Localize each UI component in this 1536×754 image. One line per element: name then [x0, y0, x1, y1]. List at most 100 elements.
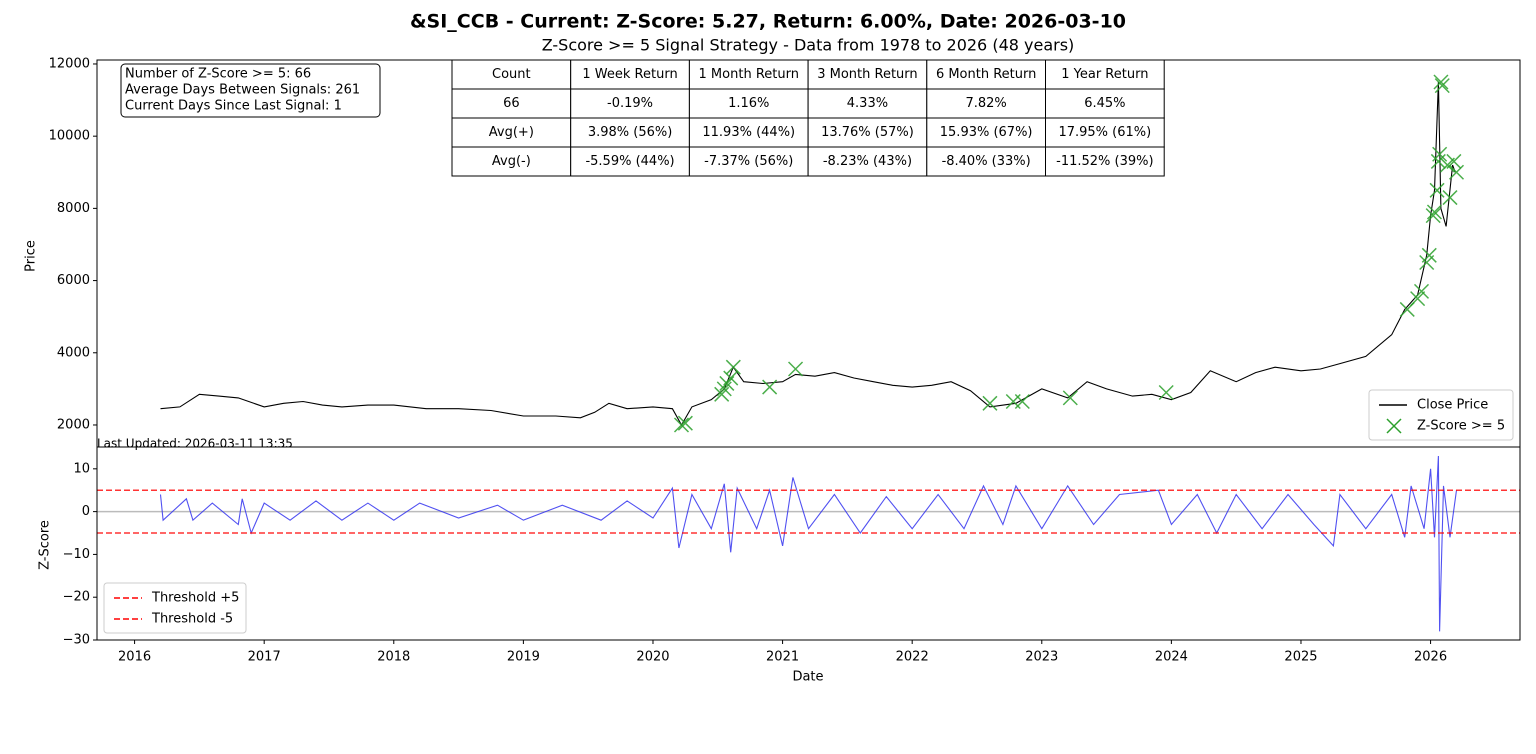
table-cell	[451, 117, 572, 148]
annotation-box	[120, 63, 381, 118]
table-text: 3 Month Return	[817, 67, 917, 82]
x-tick-label: 2017	[248, 650, 281, 665]
table-text: 3.98% (56%)	[588, 125, 672, 140]
legend-label: Threshold -5	[151, 612, 233, 627]
table-cell	[1045, 117, 1165, 148]
table-text: 6.45%	[1084, 96, 1125, 111]
table-cell	[451, 59, 572, 90]
signal-marker	[1062, 390, 1078, 406]
table-cell	[688, 88, 809, 119]
chart-title: &SI_CCB - Current: Z-Score: 5.27, Return…	[410, 11, 1126, 33]
line	[160, 81, 1456, 427]
table-text: -7.37% (56%)	[704, 154, 793, 169]
y-tick-label: −10	[63, 547, 90, 562]
table-text: 15.93% (67%)	[940, 125, 1033, 140]
signal-marker	[1433, 74, 1449, 90]
signal-marker	[725, 359, 741, 375]
x-tick-label: 2022	[896, 650, 929, 665]
table-cell	[570, 59, 690, 90]
y-tick-label: −30	[63, 633, 90, 648]
signal-marker	[1426, 204, 1442, 220]
signal-marker	[1413, 283, 1430, 299]
table-cell	[451, 146, 572, 177]
signal-marker	[1446, 153, 1462, 169]
table-text: Avg(+)	[489, 125, 534, 140]
table-text: 11.93% (44%)	[702, 125, 795, 140]
signal-marker	[1432, 146, 1448, 162]
table-text: Count	[492, 67, 531, 82]
table-text: 66	[503, 96, 520, 111]
signal-marker	[1434, 78, 1450, 94]
legend-label: Close Price	[1417, 398, 1488, 413]
table-text: 1.16%	[728, 96, 769, 111]
table-cell	[807, 117, 928, 148]
annotation-line: Current Days Since Last Signal: 1	[125, 99, 342, 114]
table-cell	[1045, 146, 1165, 177]
y-tick-label: 10	[73, 461, 90, 476]
y-axis-label: Z-Score	[38, 520, 53, 570]
x-tick-label: 2019	[507, 650, 540, 665]
x-tick-label: 2021	[766, 650, 799, 665]
footnote: Last Updated: 2026-03-11 13:35	[97, 437, 293, 451]
y-tick-label: 10000	[49, 129, 90, 144]
x-tick-label: 2020	[636, 650, 669, 665]
y-tick-label: 12000	[49, 56, 90, 71]
x-tick-label: 2025	[1284, 650, 1317, 665]
signal-marker	[673, 417, 690, 433]
x-axis-label: Date	[792, 670, 823, 685]
plot-area	[160, 74, 1465, 433]
y-tick-label: 6000	[57, 273, 90, 288]
axes-frame	[96, 446, 1521, 641]
table-text: -11.52% (39%)	[1056, 154, 1153, 169]
table-text: -5.59% (44%)	[585, 154, 674, 169]
table-cell	[926, 117, 1046, 148]
table-cell	[926, 146, 1046, 177]
y-tick-label: 4000	[57, 345, 90, 360]
y-tick-label: 2000	[57, 417, 90, 432]
table-cell	[688, 59, 809, 90]
signal-marker	[1425, 208, 1441, 224]
signal-marker	[1448, 164, 1465, 180]
signal-marker	[677, 415, 693, 431]
signal-marker	[716, 381, 732, 397]
table-text: 7.82%	[965, 96, 1006, 111]
table-text: 1 Year Return	[1061, 67, 1148, 82]
signal-marker	[1158, 384, 1174, 401]
x-tick-label: 2016	[118, 650, 151, 665]
signal-marker	[788, 361, 804, 377]
line	[159, 455, 1458, 632]
table-text: 4.33%	[847, 96, 888, 111]
x-tick-label: 2023	[1025, 650, 1058, 665]
table-text: -0.19%	[607, 96, 653, 111]
table-text: Avg(-)	[492, 154, 531, 169]
legend-box	[103, 582, 247, 634]
y-tick-label: −20	[63, 590, 90, 605]
signal-marker	[1442, 190, 1458, 206]
table-text: 17.95% (61%)	[1058, 125, 1151, 140]
table-text: -8.23% (43%)	[823, 154, 912, 169]
signal-marker	[1421, 247, 1437, 263]
y-tick-label: 8000	[57, 201, 90, 216]
chart-subtitle: Z-Score >= 5 Signal Strategy - Data from…	[542, 36, 1075, 55]
table-cell	[807, 88, 928, 119]
annotation-line: Average Days Between Signals: 261	[125, 83, 360, 98]
y-axis-label: Price	[24, 240, 39, 272]
plot-area	[97, 455, 1520, 632]
table-text: -8.40% (33%)	[942, 154, 1031, 169]
table-cell	[451, 88, 572, 119]
legend-label: Z-Score >= 5	[1417, 419, 1505, 434]
signal-marker	[762, 379, 778, 395]
x-tick-label: 2018	[377, 650, 410, 665]
y-tick-label: 0	[82, 504, 90, 519]
signal-marker	[982, 395, 998, 411]
signal-marker	[1410, 291, 1426, 307]
legend-symbol	[1386, 418, 1402, 434]
table-text: 13.76% (57%)	[821, 125, 914, 140]
table-cell	[926, 88, 1046, 119]
signal-marker	[714, 386, 730, 402]
signal-marker	[1014, 393, 1030, 410]
table-cell	[807, 59, 928, 90]
signal-marker	[1429, 182, 1445, 198]
table-text: 1 Month Return	[699, 67, 799, 82]
